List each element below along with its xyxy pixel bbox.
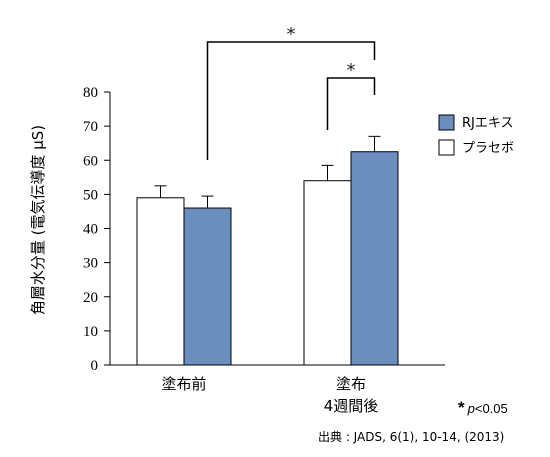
y-tick-label: 80: [83, 85, 98, 101]
significance-note-threshold: <0.05: [475, 401, 508, 416]
significance-note-p: p: [467, 401, 475, 416]
legend-swatch: [438, 139, 455, 156]
significance-brackets: **: [206, 24, 376, 160]
y-tick-label: 30: [83, 256, 98, 272]
y-tick-label: 40: [83, 222, 98, 238]
y-tick-label: 70: [83, 119, 98, 135]
significance-bracket-between-timepoints: [206, 41, 376, 160]
significance-note: * p<0.05: [458, 398, 508, 417]
bar-rj-extract-0: [183, 207, 232, 366]
legend-label: RJエキス: [462, 116, 513, 131]
significance-star: *: [287, 24, 296, 45]
legend-label: プラセボ: [462, 141, 514, 156]
significance-star: *: [347, 60, 356, 81]
y-tick-label: 50: [83, 187, 98, 203]
y-axis-label: 角層水分量 (電気伝導度 μS): [29, 125, 47, 315]
error-bars: [154, 135, 381, 209]
source-citation: 出典 : JADS, 6(1), 10-14, (2013): [318, 430, 504, 444]
y-tick-label: 20: [83, 290, 98, 306]
bar-placebo-1: [303, 180, 352, 366]
bar-placebo-0: [136, 197, 185, 366]
significance-bracket-within-timepoint: [326, 77, 376, 130]
bars: [136, 151, 399, 366]
y-tick-label: 0: [91, 358, 99, 374]
x-category-label: 4週間後: [324, 397, 379, 415]
x-category-label: 塗布前: [161, 375, 206, 393]
x-category-label: 塗布: [336, 375, 366, 393]
y-tick-label: 60: [83, 153, 98, 169]
y-ticks: 0 10 20 30 40 50 60 70 80: [83, 85, 110, 374]
bar-rj-extract-1: [350, 151, 399, 366]
y-tick-label: 10: [83, 324, 98, 340]
significance-note-star: *: [458, 398, 465, 417]
legend-swatch: [438, 114, 455, 131]
x-categories: 塗布前 塗布 4週間後: [161, 375, 378, 415]
